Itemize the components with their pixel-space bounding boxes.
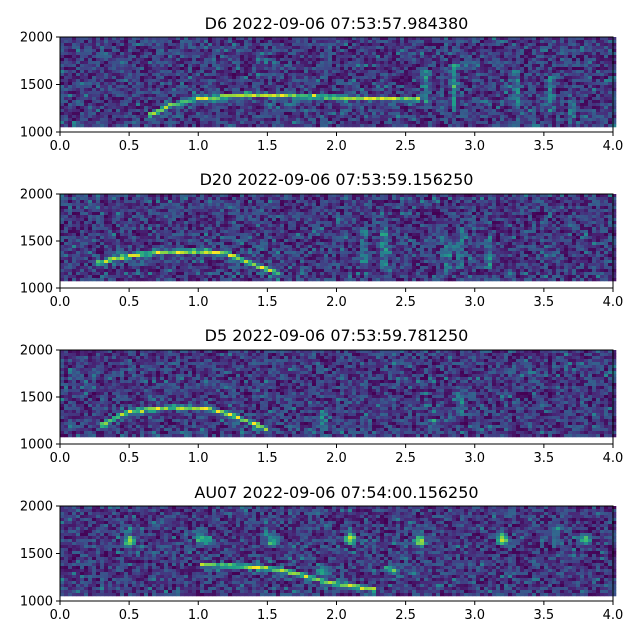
x-tick-label: 1.5 — [257, 451, 278, 466]
x-tick-label: 2.0 — [326, 451, 347, 466]
x-tick-label: 1.0 — [188, 295, 209, 310]
x-tick-label: 4.0 — [603, 608, 624, 623]
panel-title: D6 2022-09-06 07:53:57.984380 — [205, 14, 469, 33]
x-tick-label: 3.5 — [534, 451, 555, 466]
x-tick-label: 1.0 — [188, 139, 209, 154]
x-tick-label: 2.0 — [326, 608, 347, 623]
x-tick-label: 4.0 — [603, 451, 624, 466]
x-tick-label: 1.0 — [188, 608, 209, 623]
y-tick-label: 1000 — [20, 595, 53, 610]
x-tick-label: 2.5 — [395, 295, 416, 310]
x-tick-label: 0.0 — [50, 608, 71, 623]
x-tick-label: 0.5 — [119, 608, 140, 623]
x-tick-label: 1.5 — [257, 295, 278, 310]
spectrogram-heatmap — [60, 350, 617, 438]
y-tick-label: 2000 — [20, 344, 53, 359]
y-tick-label: 1000 — [20, 282, 53, 297]
x-tick-label: 0.5 — [119, 295, 140, 310]
y-tick-label: 1500 — [20, 391, 53, 406]
x-tick-label: 2.5 — [395, 608, 416, 623]
y-tick-label: 2000 — [20, 500, 53, 515]
x-tick-label: 1.5 — [257, 139, 278, 154]
spectrogram-heatmap — [60, 37, 617, 128]
x-tick-label: 0.0 — [50, 139, 71, 154]
x-tick-label: 3.0 — [464, 139, 485, 154]
panel-title: D5 2022-09-06 07:53:59.781250 — [205, 326, 469, 345]
y-tick-label: 1500 — [20, 235, 53, 250]
x-tick-label: 0.5 — [119, 139, 140, 154]
x-tick-label: 1.0 — [188, 451, 209, 466]
x-tick-label: 3.0 — [464, 451, 485, 466]
x-tick-label: 4.0 — [603, 139, 624, 154]
x-tick-label: 2.0 — [326, 139, 347, 154]
x-tick-label: 4.0 — [603, 295, 624, 310]
x-tick-label: 0.0 — [50, 295, 71, 310]
spectrogram-panel-4: AU07 2022-09-06 07:54:00.156250 0.0 0.5 1.0… — [20, 483, 623, 623]
x-tick-label: 2.5 — [395, 451, 416, 466]
x-tick-label: 3.0 — [464, 295, 485, 310]
x-tick-label: 3.5 — [534, 295, 555, 310]
x-tick-label: 0.5 — [119, 451, 140, 466]
x-tick-label: 3.5 — [534, 608, 555, 623]
y-tick-label: 1500 — [20, 78, 53, 93]
spectrogram-panel-3: D5 2022-09-06 07:53:59.781250 0.0 0.5 1.0 1.… — [20, 326, 623, 466]
y-tick-label: 2000 — [20, 188, 53, 203]
x-tick-label: 2.5 — [395, 139, 416, 154]
spectrogram-panel-1: D6 2022-09-06 07:53:57.984380 0.0 0.5 1.0 1.… — [20, 14, 623, 154]
x-tick-label: 2.0 — [326, 295, 347, 310]
y-tick-label: 1000 — [20, 126, 53, 141]
spectrogram-heatmap — [60, 194, 617, 282]
x-tick-label: 3.5 — [534, 139, 555, 154]
panel-title: AU07 2022-09-06 07:54:00.156250 — [194, 483, 478, 502]
spectrogram-heatmap — [60, 506, 617, 597]
y-tick-label: 2000 — [20, 31, 53, 46]
x-tick-label: 1.5 — [257, 608, 278, 623]
y-tick-label: 1500 — [20, 547, 53, 562]
x-tick-label: 0.0 — [50, 451, 71, 466]
spectrogram-panel-2: D20 2022-09-06 07:53:59.156250 0.0 0.5 1.0 1… — [20, 170, 623, 310]
x-tick-label: 3.0 — [464, 608, 485, 623]
panel-title: D20 2022-09-06 07:53:59.156250 — [200, 170, 474, 189]
y-tick-label: 1000 — [20, 438, 53, 453]
